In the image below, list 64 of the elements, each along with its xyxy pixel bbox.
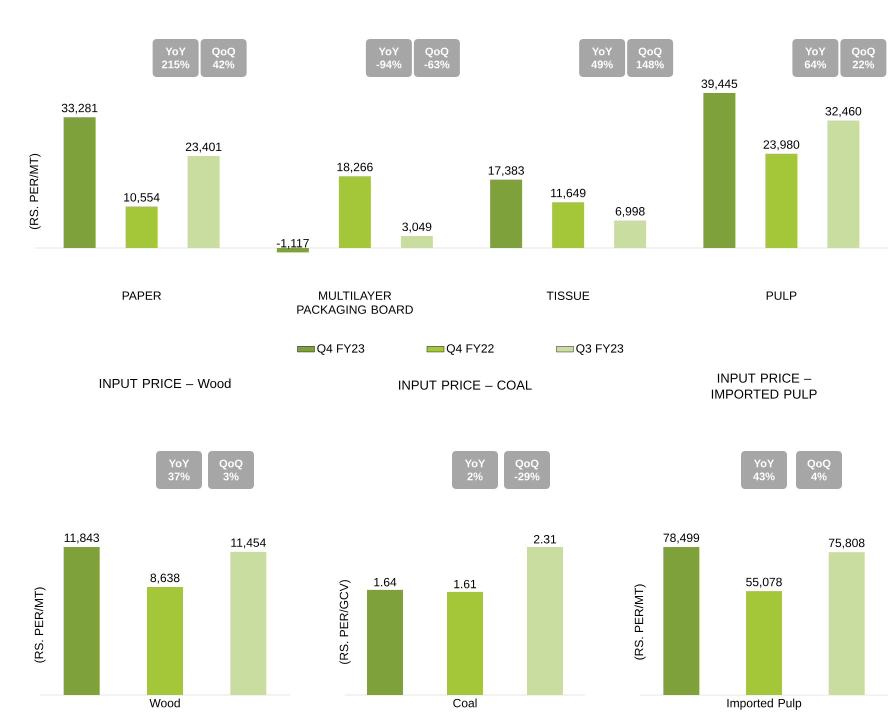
y-axis-title: (RS. PER/MT) xyxy=(634,584,646,660)
x-tick-label: PULP xyxy=(766,292,796,300)
x-tick-label: Imported Pulp xyxy=(727,698,802,710)
bar xyxy=(614,220,646,248)
bar xyxy=(490,180,522,248)
data-label: 3,049 xyxy=(402,222,432,232)
x-tick-label: PAPER xyxy=(122,292,161,300)
x-tick-label: Coal xyxy=(453,698,477,708)
bar xyxy=(765,154,798,248)
bar xyxy=(126,206,158,248)
text: YoY 43% xyxy=(753,460,775,480)
data-label: 11,843 xyxy=(64,534,100,544)
data-label: 18,266 xyxy=(337,162,373,173)
text: YoY 2% xyxy=(464,460,486,480)
data-label: 1.61 xyxy=(454,580,476,588)
data-label: 39,445 xyxy=(701,80,738,90)
y-axis-title: (RS. PER/GCV) xyxy=(339,580,351,664)
text: QoQ 148% xyxy=(636,48,664,68)
bar xyxy=(188,156,220,248)
chart-title: INPUT PRICE – Wood xyxy=(100,378,231,388)
chart-title: INPUT PRICE – COAL xyxy=(399,380,532,390)
y-axis-title: (RS. PER/MT) xyxy=(29,154,41,230)
data-label: 8,638 xyxy=(150,574,180,584)
data-label: 6,998 xyxy=(616,207,645,217)
legend-label: Q4 FY22 xyxy=(446,344,494,355)
data-label: 23,401 xyxy=(186,142,222,153)
text: QoQ 4% xyxy=(808,460,830,480)
text: YoY 64% xyxy=(804,48,826,68)
x-tick-label: TISSUE xyxy=(546,292,590,300)
bar xyxy=(64,117,96,248)
bar xyxy=(703,92,736,248)
x-tick-label: MULTILAYER PACKAGING BOARD xyxy=(297,292,413,314)
bar xyxy=(552,202,584,248)
data-label: 17,383 xyxy=(488,166,524,176)
bar xyxy=(276,248,309,252)
data-label: 55,078 xyxy=(746,578,782,588)
text: QoQ -63% xyxy=(424,48,450,68)
bar xyxy=(827,120,860,248)
text: QoQ -29% xyxy=(514,460,540,480)
data-label: 75,808 xyxy=(828,538,864,549)
x-tick-label: Wood xyxy=(149,698,180,708)
data-label: 11,649 xyxy=(551,188,586,199)
text: YoY 37% xyxy=(168,460,190,480)
bar xyxy=(400,236,433,248)
data-label: 1.64 xyxy=(374,578,396,586)
data-label: 2.31 xyxy=(534,534,556,544)
data-label: 23,980 xyxy=(764,140,800,150)
data-label: 10,554 xyxy=(124,193,160,203)
bar xyxy=(338,176,371,248)
text: YoY -94% xyxy=(376,48,402,68)
data-label: 11,454 xyxy=(231,538,266,548)
data-label: 78,499 xyxy=(664,534,700,544)
text: QoQ 3% xyxy=(220,460,242,480)
data-label: -1,117 xyxy=(276,239,309,249)
data-label: 33,281 xyxy=(62,104,98,114)
legend-label: Q3 FY23 xyxy=(576,344,624,355)
text: YoY 49% xyxy=(591,48,613,68)
y-axis-title: (RS. PER/MT) xyxy=(34,587,46,663)
chart-title: INPUT PRICE – IMPORTED PULP xyxy=(712,374,817,399)
text: YoY 215% xyxy=(162,48,190,68)
data-label: 32,460 xyxy=(825,106,862,117)
text: QoQ 42% xyxy=(212,48,236,68)
legend-label: Q4 FY23 xyxy=(317,344,364,355)
text: QoQ 22% xyxy=(852,48,875,68)
